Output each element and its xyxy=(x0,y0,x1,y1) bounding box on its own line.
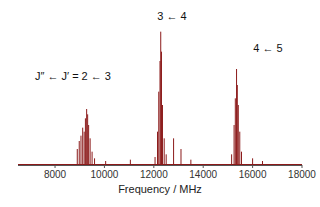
stick xyxy=(161,52,162,165)
annotation: 4 ← 5 xyxy=(253,42,282,54)
stick xyxy=(158,92,159,165)
stick xyxy=(80,136,81,165)
stick xyxy=(105,161,106,165)
stick xyxy=(262,161,263,165)
stick xyxy=(236,69,237,165)
stick xyxy=(130,160,131,165)
stick xyxy=(241,152,242,165)
stick xyxy=(157,132,158,165)
stick xyxy=(252,158,253,165)
stick xyxy=(77,149,78,165)
x-axis-label: Frequency / MHz xyxy=(118,183,202,195)
stick xyxy=(79,141,80,165)
sticks xyxy=(18,32,302,165)
stick xyxy=(155,157,156,165)
x-tick xyxy=(252,165,253,168)
stick xyxy=(85,118,86,165)
x-tick xyxy=(203,165,204,168)
stick xyxy=(173,138,174,165)
stick xyxy=(237,85,238,165)
stick xyxy=(239,132,240,165)
stick xyxy=(88,125,89,165)
x-tick-label: 14000 xyxy=(189,169,217,180)
chart: 8000 10000 12000 14000 16000 18000 Frequency /… xyxy=(0,0,320,207)
stick xyxy=(238,105,239,165)
x-tick-label: 10000 xyxy=(91,169,119,180)
x-tick-label: 8000 xyxy=(44,169,67,180)
x-axis xyxy=(18,165,302,166)
stick xyxy=(164,138,165,165)
x-tick xyxy=(55,165,56,168)
stick xyxy=(82,128,83,165)
x-tick xyxy=(302,165,303,168)
x-tick-label: 12000 xyxy=(140,169,168,180)
stick xyxy=(234,125,235,165)
stick xyxy=(92,152,93,165)
stick xyxy=(180,149,181,165)
annotation: 3 ← 4 xyxy=(157,10,186,22)
stick xyxy=(166,154,167,165)
stick xyxy=(87,114,88,165)
stick xyxy=(90,138,91,165)
x-tick-label: 16000 xyxy=(239,169,267,180)
x-tick xyxy=(104,165,105,168)
stick xyxy=(162,105,163,165)
stick xyxy=(86,109,87,165)
stick xyxy=(94,158,95,165)
x-tick-label: 18000 xyxy=(288,169,316,180)
stick xyxy=(231,154,232,165)
x-tick xyxy=(153,165,154,168)
annotation: J″ ← J′ = 2 ← 3 xyxy=(35,70,111,82)
stick xyxy=(160,32,161,165)
stick xyxy=(84,132,85,165)
stick xyxy=(235,98,236,165)
stick xyxy=(190,160,191,165)
